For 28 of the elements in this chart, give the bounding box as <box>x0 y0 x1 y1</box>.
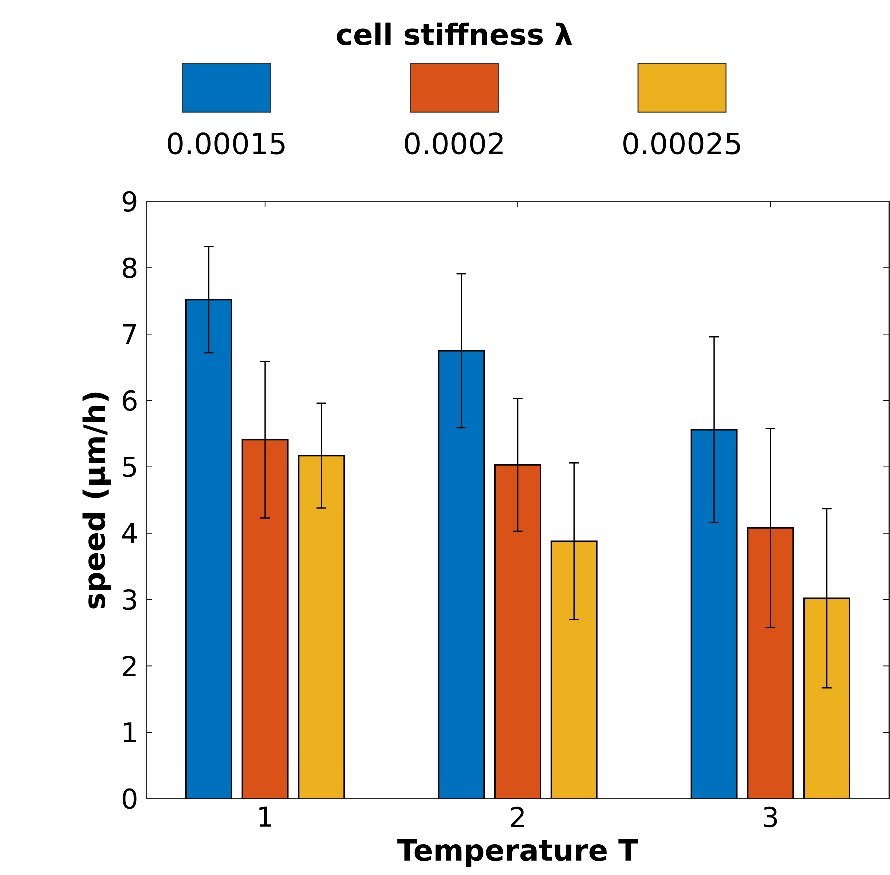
bar <box>438 350 486 799</box>
y-tick-label: 1 <box>124 722 136 743</box>
bar <box>298 455 346 799</box>
y-tick-label: 4 <box>122 524 138 544</box>
y-tick-label: 6 <box>123 390 137 412</box>
x-axis-title: Temperature T <box>398 840 638 868</box>
y-tick-label: 2 <box>123 656 136 676</box>
y-tick-label: 7 <box>123 324 136 344</box>
y-tick-label: 3 <box>123 590 136 610</box>
y-tick-label: 5 <box>123 457 136 478</box>
x-tick-label: 1 <box>260 807 272 827</box>
legend-label: 0.0002 <box>405 132 503 155</box>
x-tick-label: 3 <box>764 807 778 828</box>
bar <box>550 540 598 799</box>
y-tick-label: 9 <box>122 191 137 212</box>
x-tick-label: 2 <box>511 807 524 828</box>
bar <box>804 598 850 799</box>
legend-label: 0.00025 <box>624 132 740 155</box>
legend-label: 0.00015 <box>168 132 285 155</box>
y-axis-title: speed (µm/h) <box>82 392 112 609</box>
y-tick-label: 0 <box>122 788 137 810</box>
y-tick-label: 8 <box>122 258 137 278</box>
bar <box>690 429 738 799</box>
legend-title: cell stiffness λ <box>337 22 572 46</box>
bar <box>242 439 289 799</box>
bar <box>185 299 232 799</box>
bar <box>747 528 794 799</box>
bar <box>494 464 542 799</box>
